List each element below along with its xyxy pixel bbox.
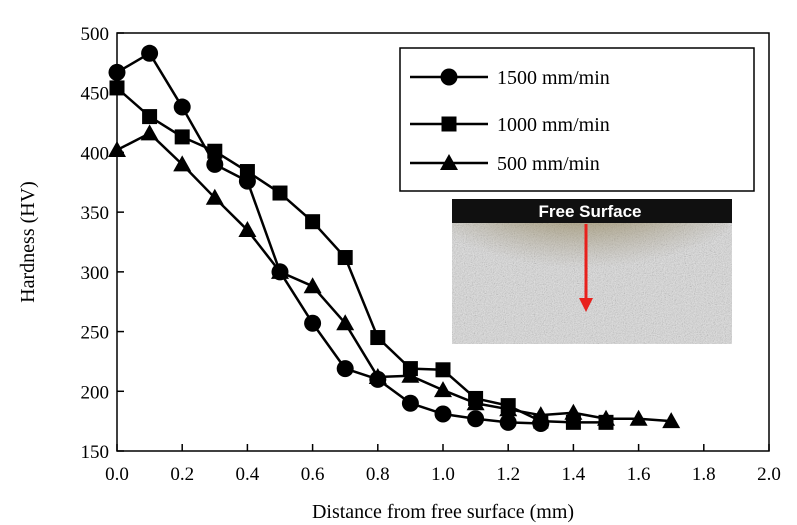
data-point [239,164,255,180]
x-axis-title: Distance from free surface (mm) [312,501,574,523]
y-tick-label: 200 [81,382,110,403]
x-tick-label: 1.8 [692,464,716,485]
data-point [140,124,159,141]
data-point [305,214,321,230]
inset-label: Free Surface [539,202,642,221]
data-point [499,400,518,417]
series-layer [108,44,681,433]
data-point [206,155,224,173]
x-tick-label: 0.6 [301,464,325,485]
y-axis: 150 200 250 300 350 400 450 500 [81,24,124,463]
y-tick-label: 150 [81,442,110,463]
series-500-mm-min [108,124,681,429]
legend-box [399,47,755,192]
x-tick-label: 2.0 [757,464,781,485]
legend-item: 1000 mm/min [410,114,610,136]
legend-marker [440,154,458,170]
legend-label: 1500 mm/min [497,67,610,89]
data-point [173,98,191,116]
data-point [434,381,452,398]
data-point [531,406,550,423]
data-point [401,366,420,383]
legend-marker [441,116,457,132]
legend: 1500 mm/min 1000 mm/min 500 mm/min [399,47,755,192]
data-point [108,63,126,81]
legend-item: 500 mm/min [410,153,600,175]
legend-marker [440,68,458,86]
data-point [205,188,224,205]
x-tick-label: 1.4 [562,464,586,485]
data-point [304,314,322,332]
data-point [336,314,355,331]
data-point [174,129,190,145]
data-point [434,405,452,423]
y-axis-title: Hardness (HV) [17,181,39,303]
data-point [336,360,354,378]
x-tick-label: 1.6 [627,464,651,485]
data-point [499,413,517,431]
data-point [109,80,125,96]
data-point [238,221,257,238]
data-point [141,44,159,62]
legend-item: 1500 mm/min [410,67,610,89]
data-point [564,403,583,420]
data-point [466,394,485,411]
data-point [207,143,223,159]
legend-label: 1000 mm/min [497,114,610,136]
data-point [108,141,126,158]
data-point [662,412,681,429]
y-tick-label: 300 [81,263,110,284]
data-point [401,394,419,412]
y-tick-label: 400 [81,143,110,164]
inset-arrow-head [579,298,593,312]
y-tick-label: 350 [81,203,110,224]
data-point [370,330,386,346]
legend-label: 500 mm/min [497,153,600,175]
data-point [272,185,288,201]
x-tick-label: 0.8 [366,464,390,485]
data-point [337,250,353,266]
data-point [629,409,648,426]
data-point [597,409,615,426]
data-point [368,367,387,384]
y-tick-label: 450 [81,84,110,105]
y-tick-label: 250 [81,323,110,344]
y-tick-label: 500 [81,24,110,45]
x-axis: 0.0 0.2 0.4 0.6 0.8 1.0 1.2 1.4 1.6 1.8 2.0 [105,444,781,485]
data-point [173,155,192,172]
x-tick-label: 0.2 [170,464,194,485]
data-point [271,262,289,279]
inset-micrograph: Free Surface [452,199,732,344]
data-point [467,410,485,428]
inset-header-bar [452,199,732,223]
x-tick-label: 1.2 [496,464,520,485]
data-point [303,277,322,294]
data-point [142,109,158,125]
x-tick-label: 0.0 [105,464,129,485]
data-point [435,362,451,378]
x-tick-label: 1.0 [431,464,455,485]
x-tick-label: 0.4 [236,464,260,485]
